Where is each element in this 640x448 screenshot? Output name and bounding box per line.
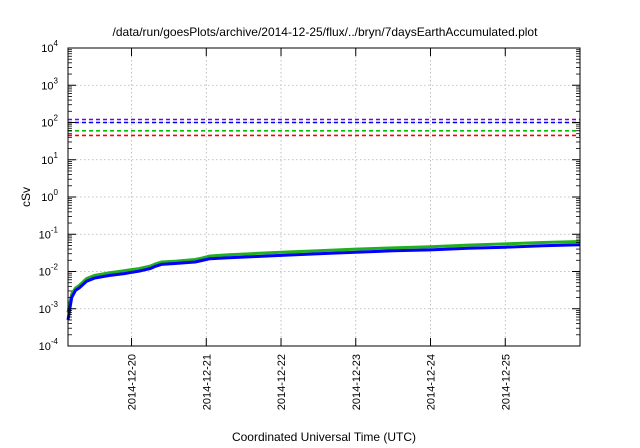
grid bbox=[68, 48, 580, 346]
y-axis-label: cSv bbox=[19, 187, 33, 207]
series-line bbox=[66, 243, 581, 321]
y-tick-label: 103 bbox=[41, 76, 58, 92]
x-axis-label: Coordinated Universal Time (UTC) bbox=[232, 430, 416, 444]
x-tick-label: 2014-12-24 bbox=[426, 354, 438, 410]
x-tick-label: 2014-12-23 bbox=[351, 354, 363, 410]
threshold-lines bbox=[68, 118, 580, 137]
y-tick-label: 10-3 bbox=[39, 300, 59, 316]
y-tick-label: 10-4 bbox=[39, 337, 59, 353]
y-tick-label: 102 bbox=[41, 114, 58, 130]
y-tick-label: 101 bbox=[41, 151, 58, 167]
y-tick-label: 10-1 bbox=[39, 225, 59, 241]
x-tick-label: 2014-12-25 bbox=[500, 354, 512, 410]
x-tick-label: 2014-12-22 bbox=[276, 354, 288, 410]
y-axis-ticks: 104 103 102 101 100 10-1 10-2 10-3 10-4 bbox=[39, 39, 580, 353]
y-tick-label: 104 bbox=[41, 39, 58, 55]
x-axis-ticks: 2014-12-20 2014-12-21 2014-12-22 2014-12-23… bbox=[127, 48, 512, 410]
series-lines bbox=[66, 240, 581, 321]
y-tick-label: 10-2 bbox=[39, 263, 59, 279]
series-line bbox=[66, 240, 581, 313]
chart-title: /data/run/goesPlots/archive/2014-12-25/f… bbox=[113, 25, 539, 39]
y-tick-label: 100 bbox=[41, 188, 58, 204]
x-tick-label: 2014-12-20 bbox=[127, 354, 139, 410]
x-tick-label: 2014-12-21 bbox=[201, 354, 213, 410]
